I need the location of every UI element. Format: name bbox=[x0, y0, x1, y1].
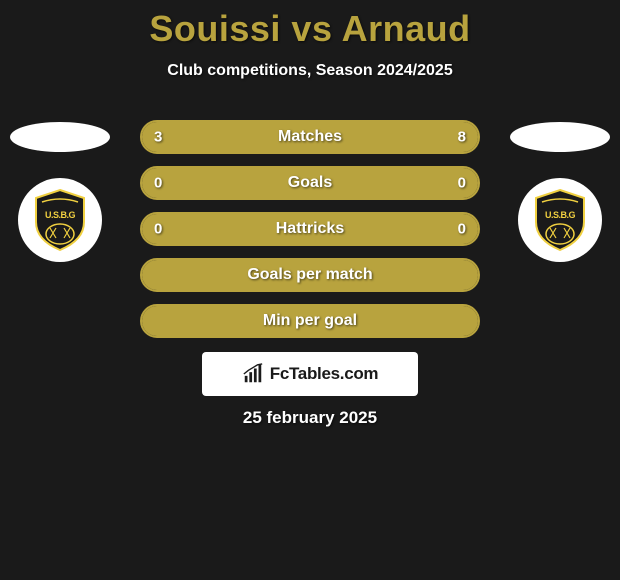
stat-bar: Goals0 0 bbox=[140, 166, 480, 200]
bar-value-right: 0 bbox=[458, 175, 466, 192]
bar-label: Goals per match bbox=[142, 266, 478, 284]
stat-bar: Goals per match bbox=[140, 258, 480, 292]
stat-bar: Min per goal bbox=[140, 304, 480, 338]
player-avatar-left bbox=[10, 122, 110, 152]
bar-value-left: 0 bbox=[154, 221, 162, 238]
bar-label: Goals bbox=[142, 174, 478, 192]
bar-label: Matches bbox=[142, 128, 478, 146]
club-abbrev: U.S.B.G bbox=[545, 210, 575, 220]
bar-label: Min per goal bbox=[142, 312, 478, 330]
club-badge-right: U.S.B.G bbox=[518, 178, 602, 262]
stat-bar: Matches3 8 bbox=[140, 120, 480, 154]
stat-bar: Hattricks0 0 bbox=[140, 212, 480, 246]
shield-icon: U.S.B.G bbox=[32, 188, 88, 252]
club-abbrev: U.S.B.G bbox=[45, 210, 75, 220]
brand-box: FcTables.com bbox=[202, 352, 418, 396]
bar-value-right: 0 bbox=[458, 221, 466, 238]
player-avatar-right bbox=[510, 122, 610, 152]
date-text: 25 february 2025 bbox=[0, 408, 620, 428]
bar-label: Hattricks bbox=[142, 220, 478, 238]
club-badge-left: U.S.B.G bbox=[18, 178, 102, 262]
brand-text: FcTables.com bbox=[270, 364, 379, 384]
bar-value-right: 8 bbox=[458, 129, 466, 146]
page-title: Souissi vs Arnaud bbox=[0, 0, 620, 50]
chart-icon bbox=[242, 363, 264, 385]
subtitle: Club competitions, Season 2024/2025 bbox=[0, 62, 620, 80]
stat-bars: Matches38Goals00Hattricks00Goals per mat… bbox=[140, 120, 480, 350]
shield-icon: U.S.B.G bbox=[532, 188, 588, 252]
bar-value-left: 0 bbox=[154, 175, 162, 192]
bar-value-left: 3 bbox=[154, 129, 162, 146]
